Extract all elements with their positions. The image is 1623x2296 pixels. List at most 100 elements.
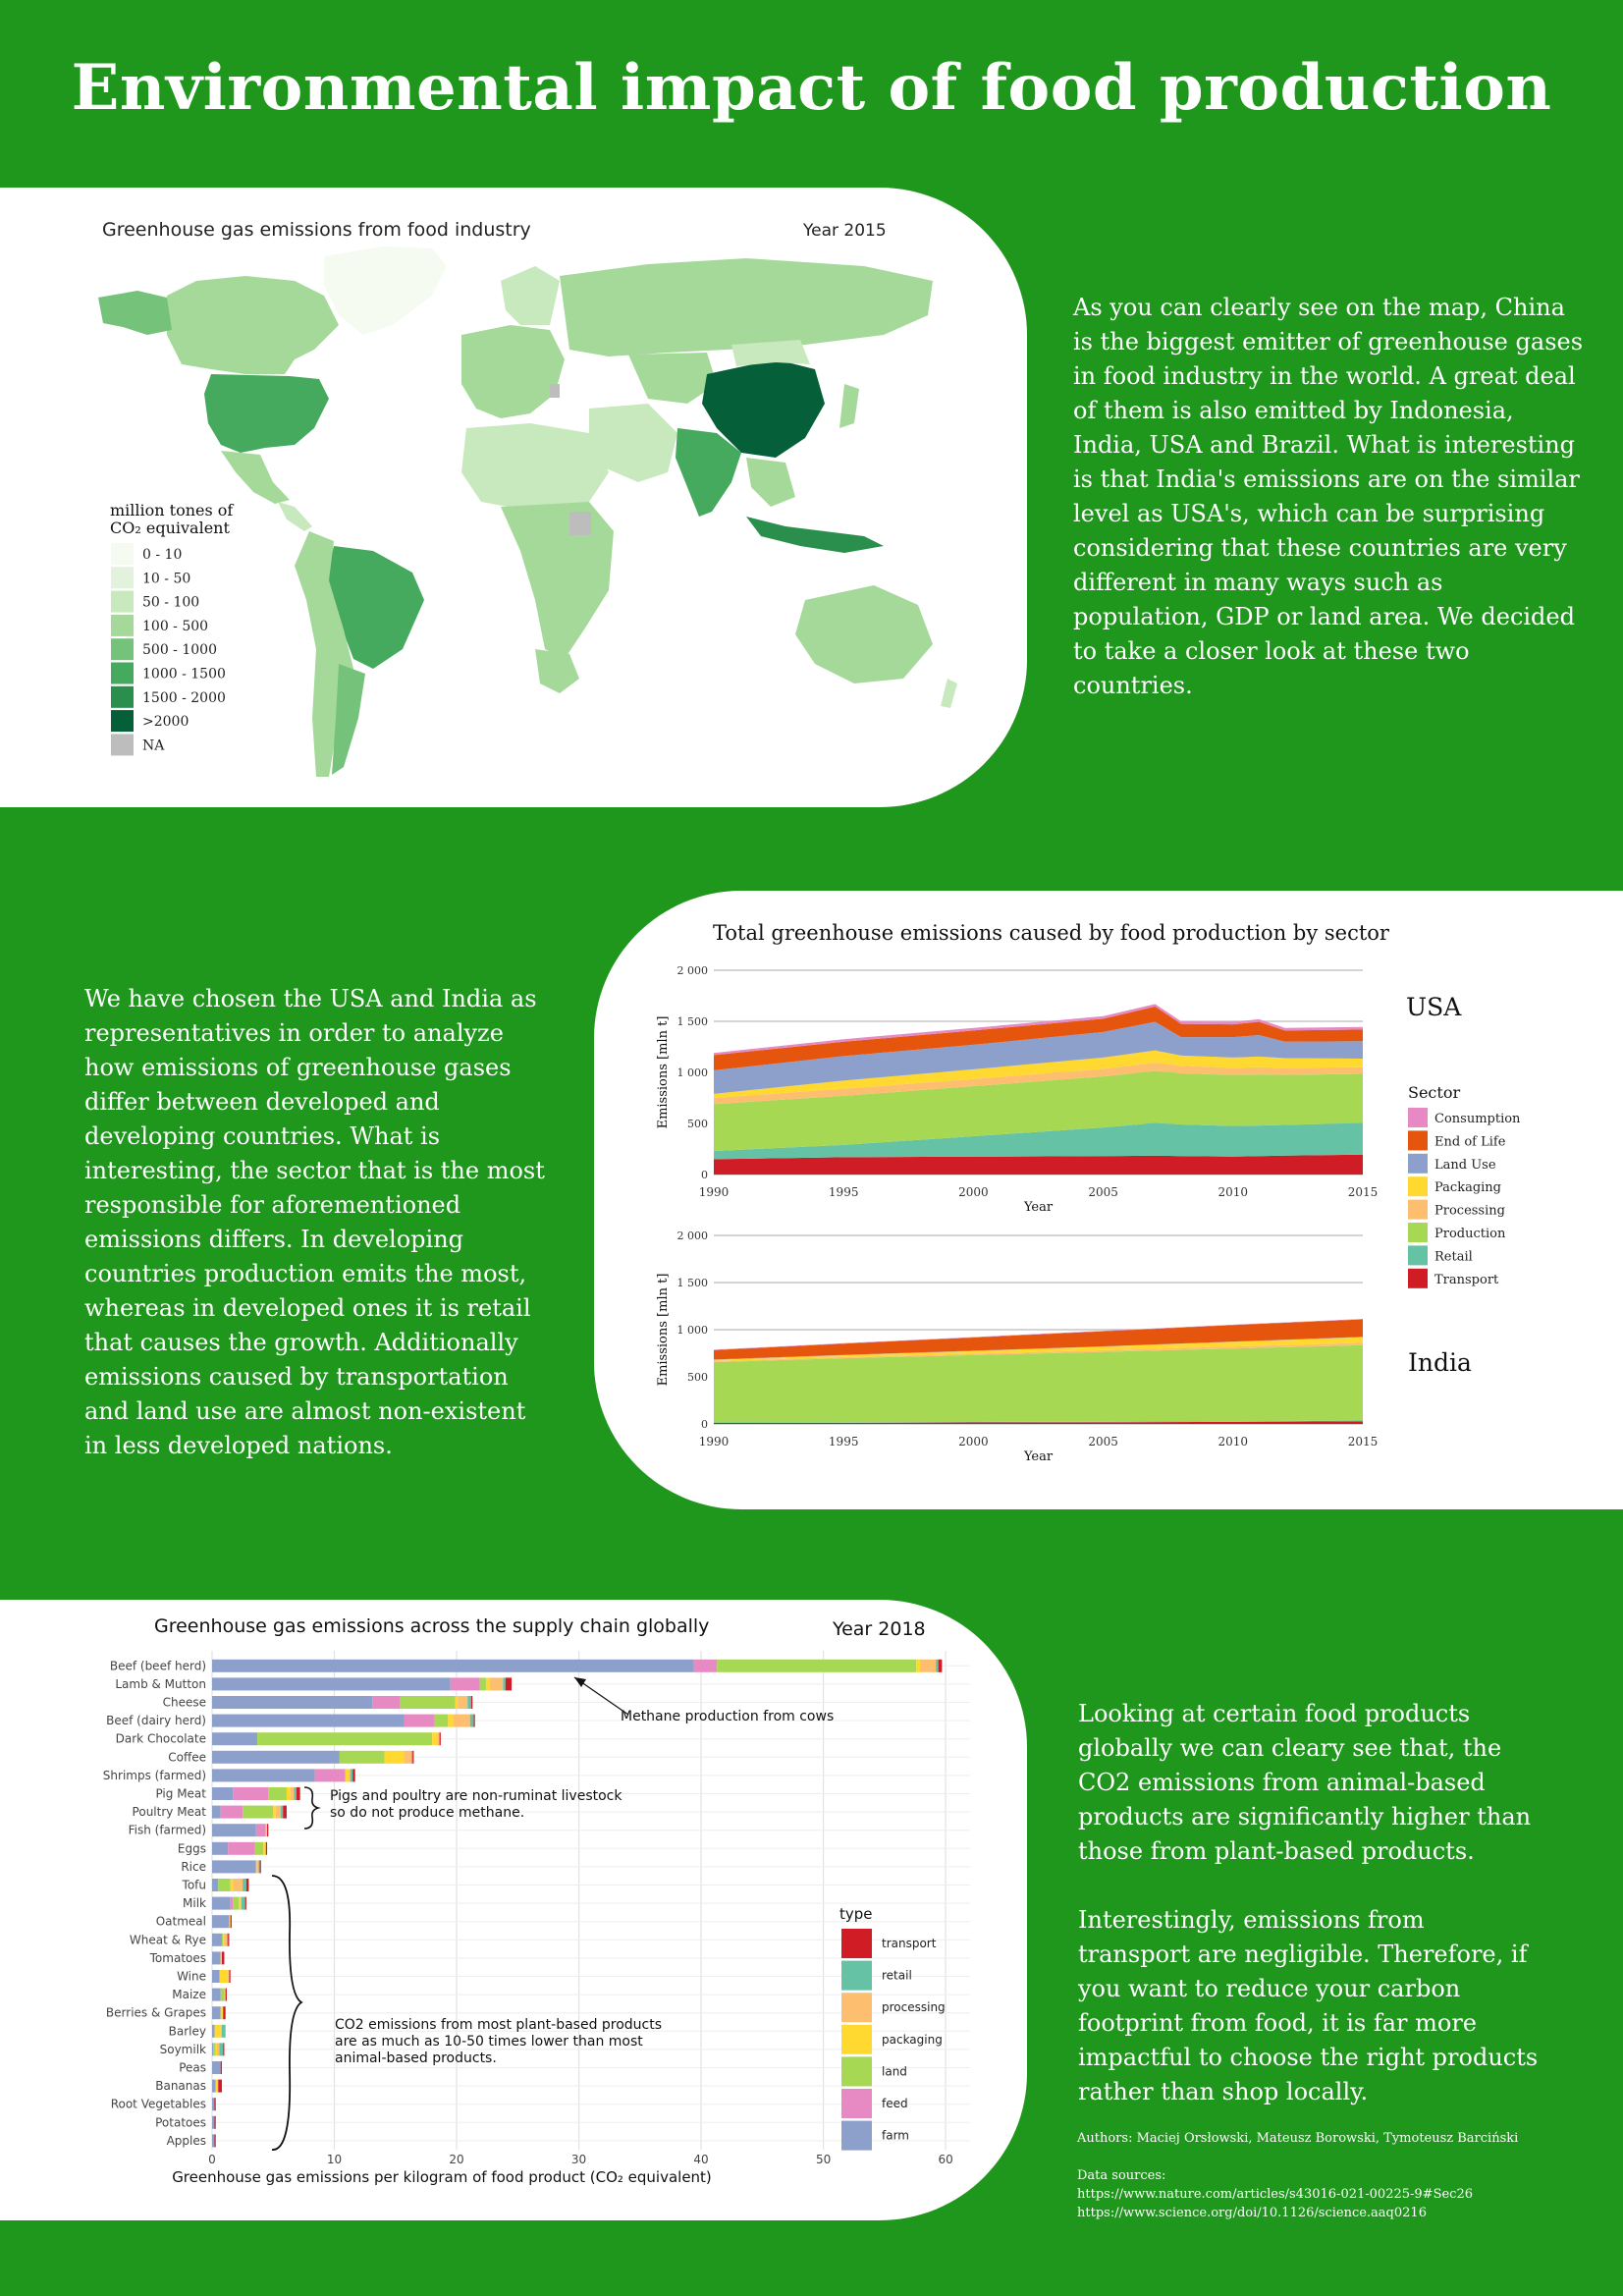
- pigs-brace: [303, 1786, 321, 1830]
- type-legend-swatch: [841, 2089, 872, 2118]
- bar-segment-packaging: [448, 1714, 454, 1727]
- area-series-production: [714, 1070, 1363, 1152]
- bar-segment-processing: [216, 2079, 219, 2093]
- bar-description-p1: Looking at certain food products globall…: [1078, 1700, 1532, 1865]
- authors: Authors: Maciej Orsłowski, Mateusz Borow…: [1077, 2131, 1519, 2146]
- area-x-tick-label: 2010: [1218, 1435, 1249, 1449]
- map-legend-swatch: [111, 638, 134, 661]
- area-description: We have chosen the USA and India as repr…: [84, 985, 545, 1459]
- middle-east-shape: [589, 404, 677, 482]
- bar-segment-retail: [221, 2024, 226, 2038]
- bar-segment-transport: [225, 1988, 227, 2001]
- bar-segment-farm: [212, 2043, 214, 2056]
- bar-segment-feed: [372, 1696, 401, 1709]
- bar-segment-processing: [489, 1677, 504, 1691]
- annotation-plant-line1: CO2 emissions from most plant-based prod…: [335, 2017, 662, 2033]
- bar-segment-transport: [265, 1841, 268, 1855]
- bar-segment-transport: [223, 2043, 225, 2056]
- bar-segment-farm: [212, 1659, 694, 1672]
- area-series-packaging: [714, 1337, 1363, 1362]
- bar-segment-transport: [473, 1714, 475, 1727]
- bar-category-label: Apples: [167, 2134, 206, 2148]
- bar-xlabel: Greenhouse gas emissions per kilogram of…: [172, 2168, 712, 2186]
- bar-segment-transport: [938, 1659, 943, 1672]
- world-map-figure: Greenhouse gas emissions from food indus…: [98, 219, 957, 777]
- type-legend-swatch: [841, 2120, 872, 2151]
- bar-segment-packaging: [220, 1951, 222, 1965]
- bar-segment-transport: [352, 1769, 355, 1782]
- map-legend-label: 1000 - 1500: [142, 667, 226, 683]
- south-africa-shape: [535, 649, 579, 693]
- bar-segment-transport: [229, 1970, 231, 1983]
- map-legend-label: 100 - 500: [142, 619, 208, 634]
- bar-segment-packaging: [230, 1879, 234, 1891]
- source-link-2[interactable]: https://www.science.org/doi/10.1126/scie…: [1077, 2206, 1427, 2220]
- bar-segment-farm: [212, 1769, 315, 1782]
- map-legend-swatch: [111, 734, 134, 756]
- area-y-tick-label: 2 000: [677, 1230, 709, 1242]
- sector-legend-label: Transport: [1434, 1273, 1499, 1287]
- map-legend-title-1: million tones of: [110, 501, 234, 519]
- australia-shape: [795, 585, 933, 683]
- bar-segment-farm: [212, 1988, 221, 2001]
- sector-legend-swatch: [1408, 1268, 1428, 1288]
- area-y-tick-label: 1 500: [677, 1277, 709, 1289]
- page-title: Environmental impact of food production: [71, 51, 1552, 125]
- bar-category-label: Soymilk: [160, 2043, 206, 2056]
- source-link-1[interactable]: https://www.nature.com/articles/s43016-0…: [1077, 2187, 1473, 2202]
- sector-legend-swatch: [1408, 1130, 1428, 1151]
- bar-segment-packaging: [219, 1970, 229, 1983]
- type-legend-label: feed: [882, 2097, 908, 2110]
- bar-segment-land: [218, 1879, 231, 1891]
- type-legend-swatch: [841, 2056, 872, 2087]
- africa-central-shape: [501, 502, 614, 659]
- bar-segment-packaging: [345, 1769, 350, 1782]
- area-x-tick-label: 1990: [699, 1435, 730, 1449]
- bar-chart-title: Greenhouse gas emissions across the supp…: [154, 1615, 709, 1637]
- bar-segment-packaging: [485, 1677, 490, 1691]
- bar-category-label: Rice: [181, 1860, 206, 1874]
- area-series-packaging: [714, 1050, 1363, 1098]
- bar-segment-retail: [243, 1879, 246, 1891]
- bar-segment-farm: [212, 1805, 221, 1819]
- bar-segment-processing: [233, 1879, 243, 1891]
- bar-x-tick-label: 0: [208, 2153, 216, 2166]
- map-legend-swatch: [111, 614, 134, 636]
- bar-segment-farm: [212, 1896, 231, 1910]
- bar-segment-retail: [226, 1933, 229, 1946]
- bar-segment-packaging: [214, 2024, 221, 2038]
- bar-category-label: Maize: [172, 1988, 206, 2001]
- area-y-tick-label: 500: [687, 1371, 708, 1384]
- central-america-shape: [278, 502, 312, 531]
- map-legend-label: >2000: [142, 714, 189, 730]
- area-xlabel: Year: [1023, 1449, 1054, 1464]
- bar-segment-transport: [245, 1879, 249, 1891]
- bar-segment-packaging: [223, 1933, 225, 1946]
- map-panel: Greenhouse gas emissions from food indus…: [0, 188, 1027, 807]
- bar-segment-retail: [219, 2043, 224, 2056]
- map-legend-title-2: CO₂ equivalent: [110, 519, 230, 537]
- bar-category-label: Shrimps (farmed): [103, 1769, 206, 1782]
- bar-description-p2: Interestingly, emissions from transport …: [1078, 1906, 1539, 2105]
- plant-brace: [271, 1875, 303, 2151]
- bar-segment-land: [257, 1732, 433, 1746]
- bar-segment-farm: [212, 2061, 221, 2074]
- bar-segment-retail: [280, 1805, 284, 1819]
- bar-category-label: Root Vegetables: [111, 2098, 206, 2111]
- type-legend-swatch: [841, 2024, 872, 2054]
- india-panel-label: India: [1408, 1348, 1472, 1377]
- bar-segment-land: [243, 1805, 274, 1819]
- bar-x-tick-label: 50: [816, 2153, 831, 2166]
- area-chart-title: Total greenhouse emissions caused by foo…: [713, 921, 1390, 945]
- bar-category-label: Peas: [179, 2061, 206, 2075]
- area-x-tick-label: 1990: [699, 1185, 730, 1199]
- annotation-methane: Methane production from cows: [621, 1709, 834, 1724]
- bar-segment-farm: [212, 1915, 230, 1929]
- bar-segment-transport: [223, 2006, 226, 2020]
- usa-shape: [204, 374, 329, 453]
- bar-segment-retail: [258, 1860, 260, 1874]
- bar-description: Looking at certain food products globall…: [1078, 1697, 1540, 2144]
- area-x-tick-label: 2000: [958, 1185, 989, 1199]
- bar-segment-processing: [437, 1732, 440, 1746]
- area-chart-panel: Total greenhouse emissions caused by foo…: [594, 891, 1623, 1509]
